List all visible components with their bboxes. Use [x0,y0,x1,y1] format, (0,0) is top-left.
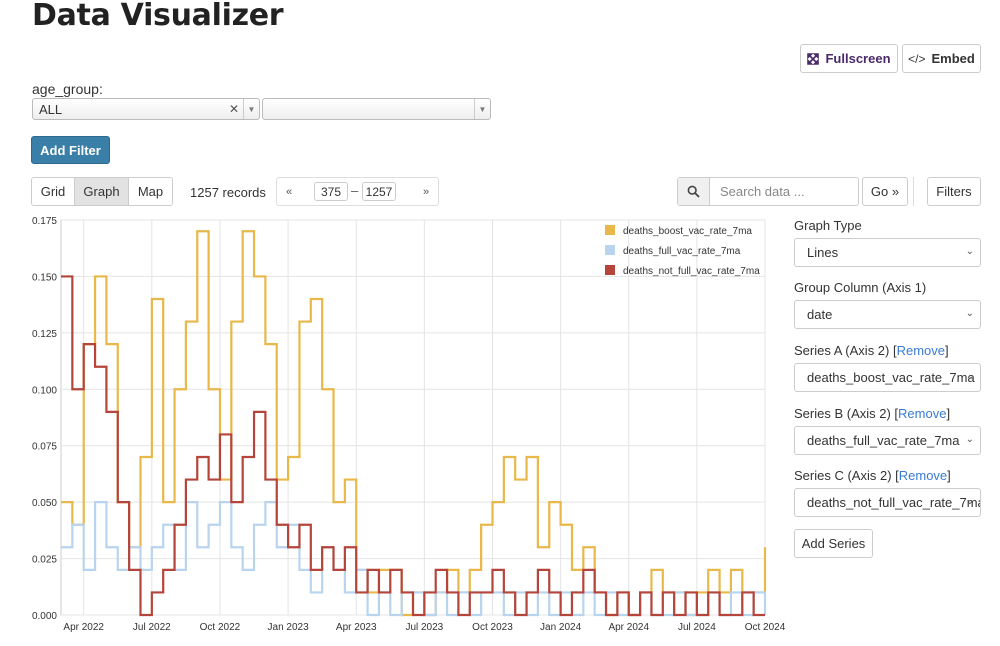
x-tick-label: Jul 2023 [405,622,443,633]
fullscreen-icon [807,52,820,65]
y-tick-label: 0.150 [32,272,57,283]
pager: « 375 – 1257 » [276,177,439,206]
series-a-select[interactable]: deaths_boost_vac_rate_7ma ⌄ [794,363,981,392]
divider [913,177,914,206]
x-tick-label: Apr 2023 [336,622,377,633]
chevron-down-icon: ⌄ [965,434,974,445]
series-b-value: deaths_full_vac_rate_7ma [807,433,960,448]
series-a-label: Series A (Axis 2) [Remove] [794,343,949,358]
legend-label: deaths_boost_vac_rate_7ma [623,226,752,237]
chevron-down-icon: ⌄ [965,246,974,257]
filter-label: age_group: [32,81,103,97]
bracket: ] [945,343,949,358]
series-c-label-text: Series C (Axis 2) [ [794,468,899,483]
series-b-remove-link[interactable]: Remove [898,406,947,421]
range-end-input[interactable]: 1257 [362,182,396,201]
y-tick-label: 0.125 [32,329,57,340]
group-column-value: date [807,307,833,322]
x-tick-label: Oct 2023 [472,622,513,633]
graph-type-select[interactable]: Lines ⌄ [794,238,981,267]
search-icon [678,178,710,205]
add-filter-button[interactable]: Add Filter [31,136,110,164]
tab-grid[interactable]: Grid [32,178,74,205]
y-tick-label: 0.050 [32,498,57,509]
plot-area [60,219,766,616]
code-icon: </> [908,51,926,66]
embed-button[interactable]: </> Embed [902,44,981,73]
range-start-input[interactable]: 375 [314,182,348,201]
tab-map[interactable]: Map [128,178,172,205]
x-tick-label: Oct 2022 [200,622,241,633]
y-tick-label: 0.000 [32,611,57,622]
range-separator: – [351,183,359,198]
x-tick-label: Jan 2023 [268,622,310,633]
go-button[interactable]: Go » [862,177,908,206]
add-series-button[interactable]: Add Series [794,529,873,558]
y-tick-label: 0.175 [32,216,57,227]
search-input[interactable] [710,178,856,205]
series-b-label-text: Series B (Axis 2) [ [794,406,899,421]
clear-icon[interactable]: ✕ [228,102,239,116]
record-count: 1257 records [190,185,266,200]
chart: 0.000 0.025 0.050 0.075 0.100 0.125 0.150 0.175… [32,216,786,633]
series-a-value: deaths_boost_vac_rate_7ma [807,370,975,385]
y-tick-label: 0.100 [32,385,57,396]
search-group [677,177,859,206]
x-tick-label: Jul 2024 [678,622,716,633]
series-a-label-text: Series A (Axis 2) [ [794,343,897,358]
age-group-operator-select[interactable]: ▼ [262,98,491,120]
series-c-remove-link[interactable]: Remove [898,468,948,483]
tab-graph[interactable]: Graph [74,178,128,205]
x-tick-label: Apr 2024 [608,622,649,633]
series-c-value: deaths_not_full_vac_rate_7ma [807,495,981,510]
series-b-select[interactable]: deaths_full_vac_rate_7ma ⌄ [794,426,981,455]
page-title: Data Visualizer [32,0,284,33]
fullscreen-button[interactable]: Fullscreen [800,44,898,73]
group-column-select[interactable]: date ⌄ [794,300,981,329]
x-tick-label: Oct 2024 [745,622,786,633]
chevron-down-icon: ⌄ [965,496,974,507]
chevron-down-icon[interactable]: ▼ [474,99,490,119]
fullscreen-label: Fullscreen [825,51,891,66]
age-group-value: ALL [39,101,63,117]
legend-label: deaths_full_vac_rate_7ma [623,246,741,257]
y-tick-label: 0.025 [32,555,57,566]
series-a-remove-link[interactable]: Remove [896,343,946,358]
series-c-select[interactable]: deaths_not_full_vac_rate_7ma ⌄ [794,488,981,517]
legend-label: deaths_not_full_vac_rate_7ma [623,266,760,277]
chevron-down-icon: ⌄ [965,371,974,382]
series-b-label: Series B (Axis 2) [Remove] [794,406,950,421]
bracket: ] [947,468,951,483]
graph-type-label: Graph Type [794,218,862,233]
embed-label: Embed [931,51,975,66]
legend-swatch [605,245,615,255]
filters-button[interactable]: Filters [927,177,981,206]
legend-swatch [605,265,615,275]
pager-first-button[interactable]: « [285,185,293,198]
legend-swatch [605,225,615,235]
view-tabs: Grid Graph Map [31,177,173,206]
graph-type-value: Lines [807,245,839,260]
y-tick-label: 0.075 [32,442,57,453]
chevron-down-icon[interactable]: ▼ [243,99,259,119]
bracket: ] [946,406,951,421]
chevron-down-icon: ⌄ [965,308,974,319]
series-c-label: Series C (Axis 2) [Remove] [794,468,951,483]
pager-last-button[interactable]: » [422,185,430,198]
x-tick-label: Jan 2024 [540,622,582,633]
series-line-3 [61,275,765,617]
x-tick-label: Jul 2022 [133,622,171,633]
age-group-select[interactable]: ALL ✕ ▼ [32,98,260,120]
x-tick-label: Apr 2022 [63,622,104,633]
group-column-label: Group Column (Axis 1) [794,280,927,295]
